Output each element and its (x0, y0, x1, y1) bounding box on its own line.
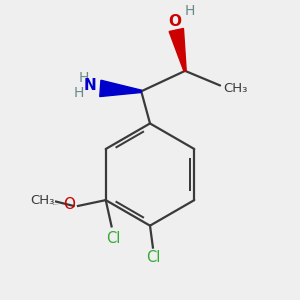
Text: N: N (84, 78, 97, 93)
Text: Cl: Cl (106, 231, 120, 246)
Text: H: H (73, 86, 84, 100)
Text: CH₃: CH₃ (30, 194, 55, 207)
Text: methoxy: methoxy (53, 204, 59, 205)
Text: CH₃: CH₃ (223, 82, 248, 95)
Text: Cl: Cl (146, 250, 160, 266)
Text: O: O (63, 197, 75, 212)
Polygon shape (169, 28, 186, 71)
Text: H: H (184, 4, 195, 18)
Text: O: O (168, 14, 181, 29)
Text: H: H (79, 71, 89, 85)
Polygon shape (100, 80, 141, 97)
